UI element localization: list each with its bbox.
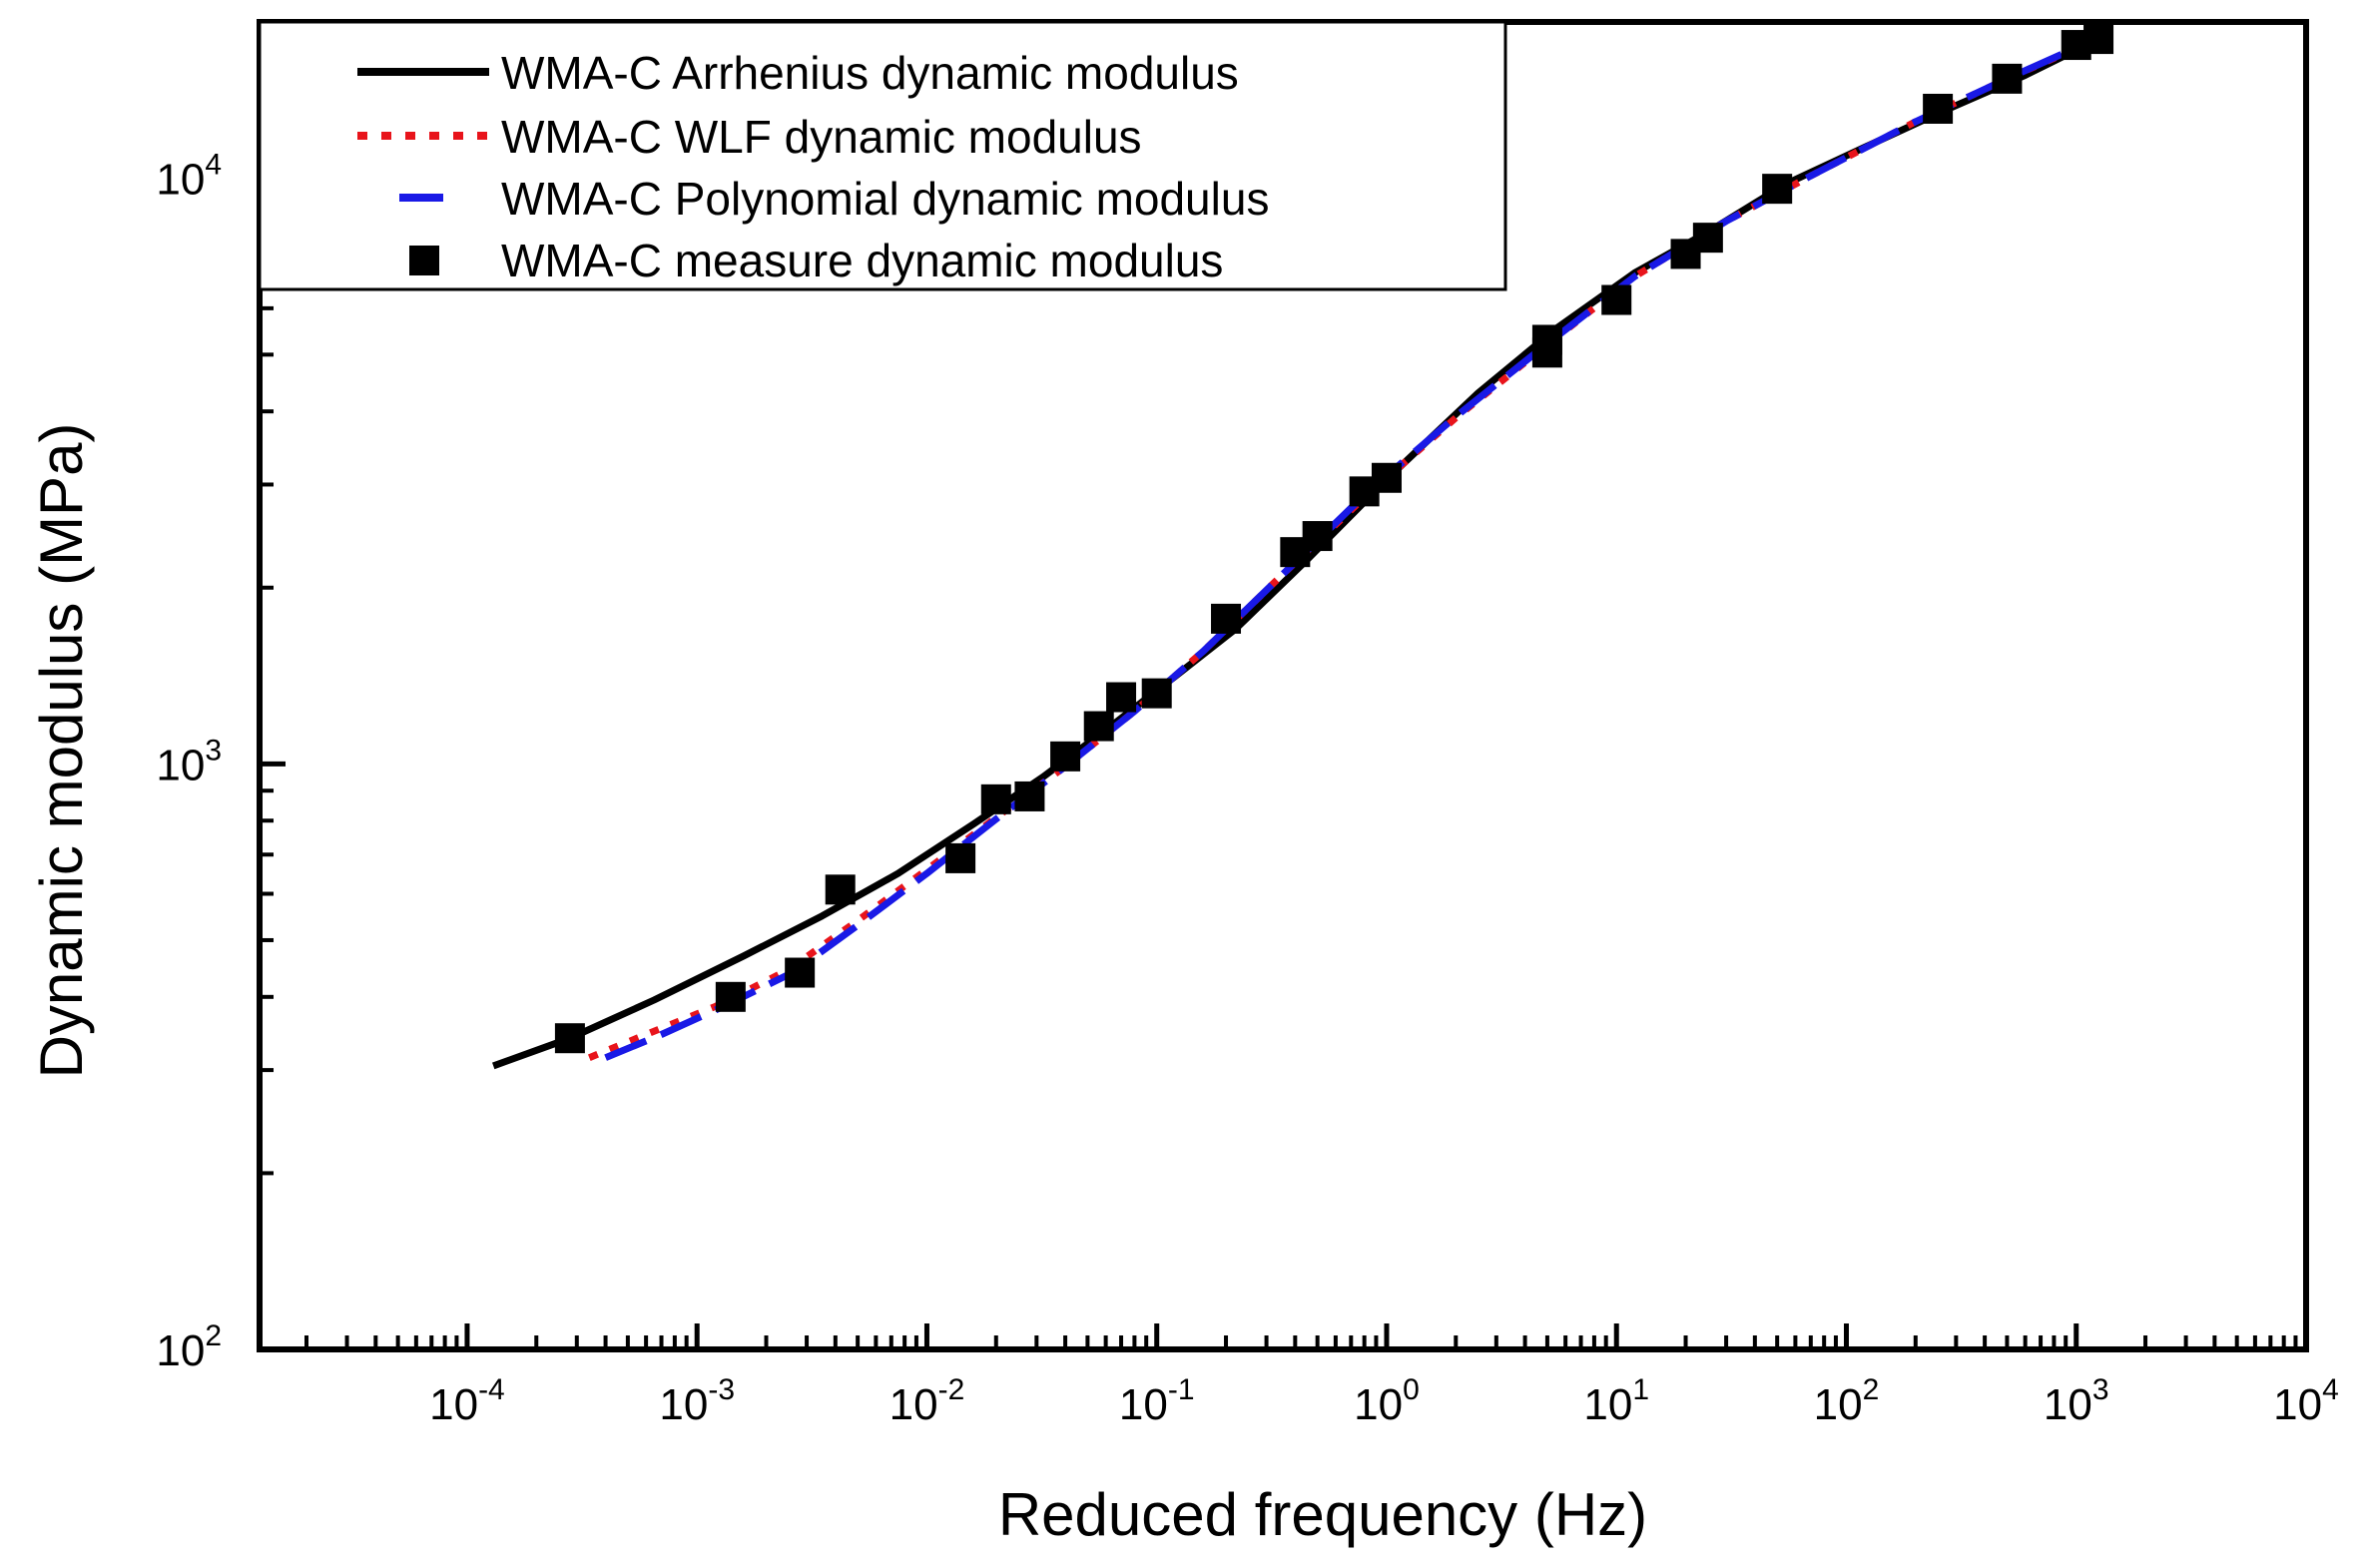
y-tick-label: 102: [156, 1319, 222, 1375]
legend-label-measured: WMA-C measure dynamic modulus: [501, 235, 1223, 286]
legend-label-polynomial: WMA-C Polynomial dynamic modulus: [501, 173, 1269, 225]
x-tick-label: 10-2: [889, 1373, 965, 1429]
measured-point: [1106, 682, 1137, 713]
y-axis-title: Dynamic modulus (MPa): [28, 423, 95, 1079]
measured-point: [1211, 603, 1242, 634]
y-tick-label: 104: [156, 149, 222, 205]
measured-point: [715, 981, 746, 1012]
measured-point: [825, 874, 856, 905]
series-markers: [554, 24, 2114, 1054]
x-tick-label: 100: [1354, 1373, 1420, 1429]
measured-point: [2083, 24, 2114, 55]
x-tick-label: 102: [1814, 1373, 1880, 1429]
x-tick-label: 10-4: [429, 1373, 505, 1429]
legend-swatch-measured: [409, 246, 439, 275]
legend-label-arrhenius: WMA-C Arrhenius dynamic modulus: [501, 47, 1239, 99]
measured-point: [1531, 324, 1562, 355]
x-tick-label: 10-3: [659, 1373, 735, 1429]
legend-label-wlf: WMA-C WLF dynamic modulus: [501, 111, 1142, 163]
measured-point: [1083, 711, 1114, 742]
x-tick-labels: 10-4 10-3 10-2 10-1 100 101 102 103 104: [429, 1373, 2339, 1429]
measured-point: [1050, 741, 1081, 772]
legend-box: [258, 20, 1507, 291]
measured-point: [1992, 63, 2023, 94]
y-tick-labels: 102 103 104: [156, 149, 222, 1375]
measured-point: [1923, 93, 1954, 124]
measured-point: [1762, 174, 1793, 205]
y-tick-label: 103: [156, 734, 222, 789]
x-tick-label: 103: [2044, 1373, 2109, 1429]
measured-point: [1014, 781, 1045, 811]
measured-point: [945, 842, 976, 873]
measured-point: [1371, 462, 1402, 493]
legend: WMA-C Arrhenius dynamic modulus WMA-C WL…: [258, 20, 1507, 291]
measured-point: [1601, 284, 1632, 315]
measured-point: [1141, 678, 1172, 709]
measured-point: [980, 784, 1011, 814]
measured-point: [1302, 521, 1333, 552]
x-tick-label: 101: [1583, 1373, 1649, 1429]
x-tick-label: 10-1: [1119, 1373, 1195, 1429]
measured-point: [785, 957, 816, 988]
x-tick-label: 104: [2273, 1373, 2339, 1429]
measured-point: [1692, 223, 1723, 254]
measured-point: [554, 1023, 585, 1054]
x-axis-title: Reduced frequency (Hz): [998, 1481, 1647, 1548]
